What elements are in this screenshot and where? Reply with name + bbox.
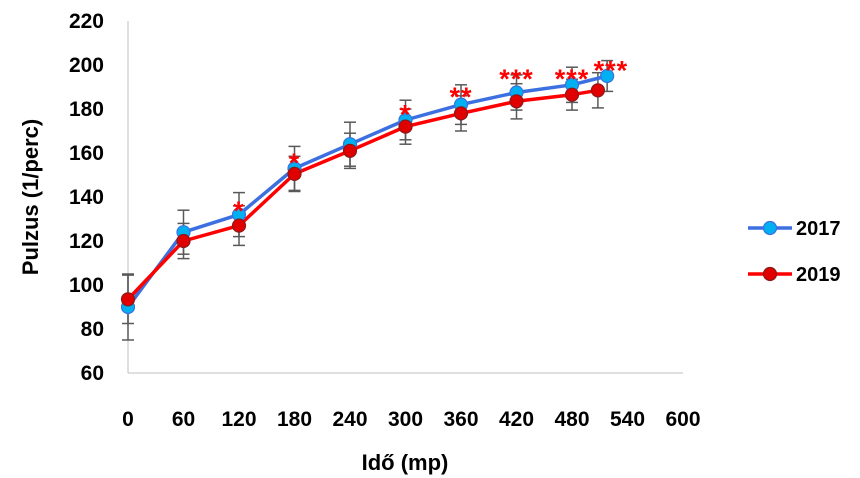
significance-marker: *** <box>555 64 590 94</box>
legend-label: 2019 <box>796 264 841 286</box>
legend-item-2019: 2019 <box>748 264 841 286</box>
x-tick-label: 480 <box>554 408 589 431</box>
error-bars <box>122 59 614 341</box>
y-tick-label: 60 <box>81 362 104 385</box>
x-tick-label: 540 <box>610 408 645 431</box>
data-point-2017 <box>600 68 615 84</box>
series-lines <box>126 74 608 309</box>
significance-marker: * <box>289 148 301 178</box>
legend-label: 2017 <box>796 218 841 240</box>
y-tick-label: 100 <box>69 274 104 297</box>
x-axis-title: Idő (mp) <box>362 450 449 475</box>
data-point-2019 <box>590 83 606 98</box>
x-tick-label: 240 <box>332 408 367 431</box>
y-tick-label: 120 <box>69 230 104 253</box>
significance-marker: * <box>400 99 412 129</box>
x-tick-label: 0 <box>122 408 134 431</box>
legend: 2017 2019 <box>748 218 841 286</box>
significance-marker: * <box>233 196 245 226</box>
series-points <box>120 68 615 315</box>
x-tick-label: 180 <box>277 408 312 431</box>
significance-marker: *** <box>594 55 629 85</box>
y-axis-title: Pulzus (1/perc) <box>18 119 43 275</box>
data-point-2019 <box>287 166 302 181</box>
y-tick-label: 80 <box>81 318 104 341</box>
data-point-2019 <box>342 143 358 158</box>
data-point-2019 <box>120 292 136 307</box>
data-point-2019 <box>398 119 413 134</box>
y-tick-labels: 60 80 100 120 140 160 180 200 220 <box>69 10 104 385</box>
y-tick-label: 140 <box>69 186 104 209</box>
series-line-2017 <box>126 74 608 309</box>
significance-annotations: ******** *** *** <box>233 55 629 226</box>
significance-marker: *** <box>499 64 534 94</box>
x-tick-labels: 0 60 120 180 240 300 360 420 480 540 600 <box>122 408 700 431</box>
series-line-2019 <box>126 88 599 301</box>
data-point-2019 <box>231 218 247 233</box>
data-point-2019 <box>564 87 580 102</box>
x-tick-label: 360 <box>443 408 478 431</box>
data-point-2019 <box>176 233 191 249</box>
x-tick-label: 600 <box>665 408 700 431</box>
x-tick-label: 420 <box>499 408 534 431</box>
data-point-2019 <box>453 106 469 121</box>
x-tick-label: 120 <box>221 408 256 431</box>
x-tick-label: 300 <box>388 408 423 431</box>
legend-swatch-marker <box>762 266 778 282</box>
data-point-2019 <box>509 94 524 109</box>
x-tick-label: 60 <box>172 408 195 431</box>
legend-item-2017: 2017 <box>748 218 841 240</box>
y-tick-label: 160 <box>69 142 104 165</box>
y-tick-label: 200 <box>69 54 104 77</box>
y-tick-label: 180 <box>69 98 104 121</box>
legend-swatch-marker <box>762 220 778 236</box>
y-tick-label: 220 <box>69 10 104 33</box>
significance-marker: ** <box>449 82 472 112</box>
